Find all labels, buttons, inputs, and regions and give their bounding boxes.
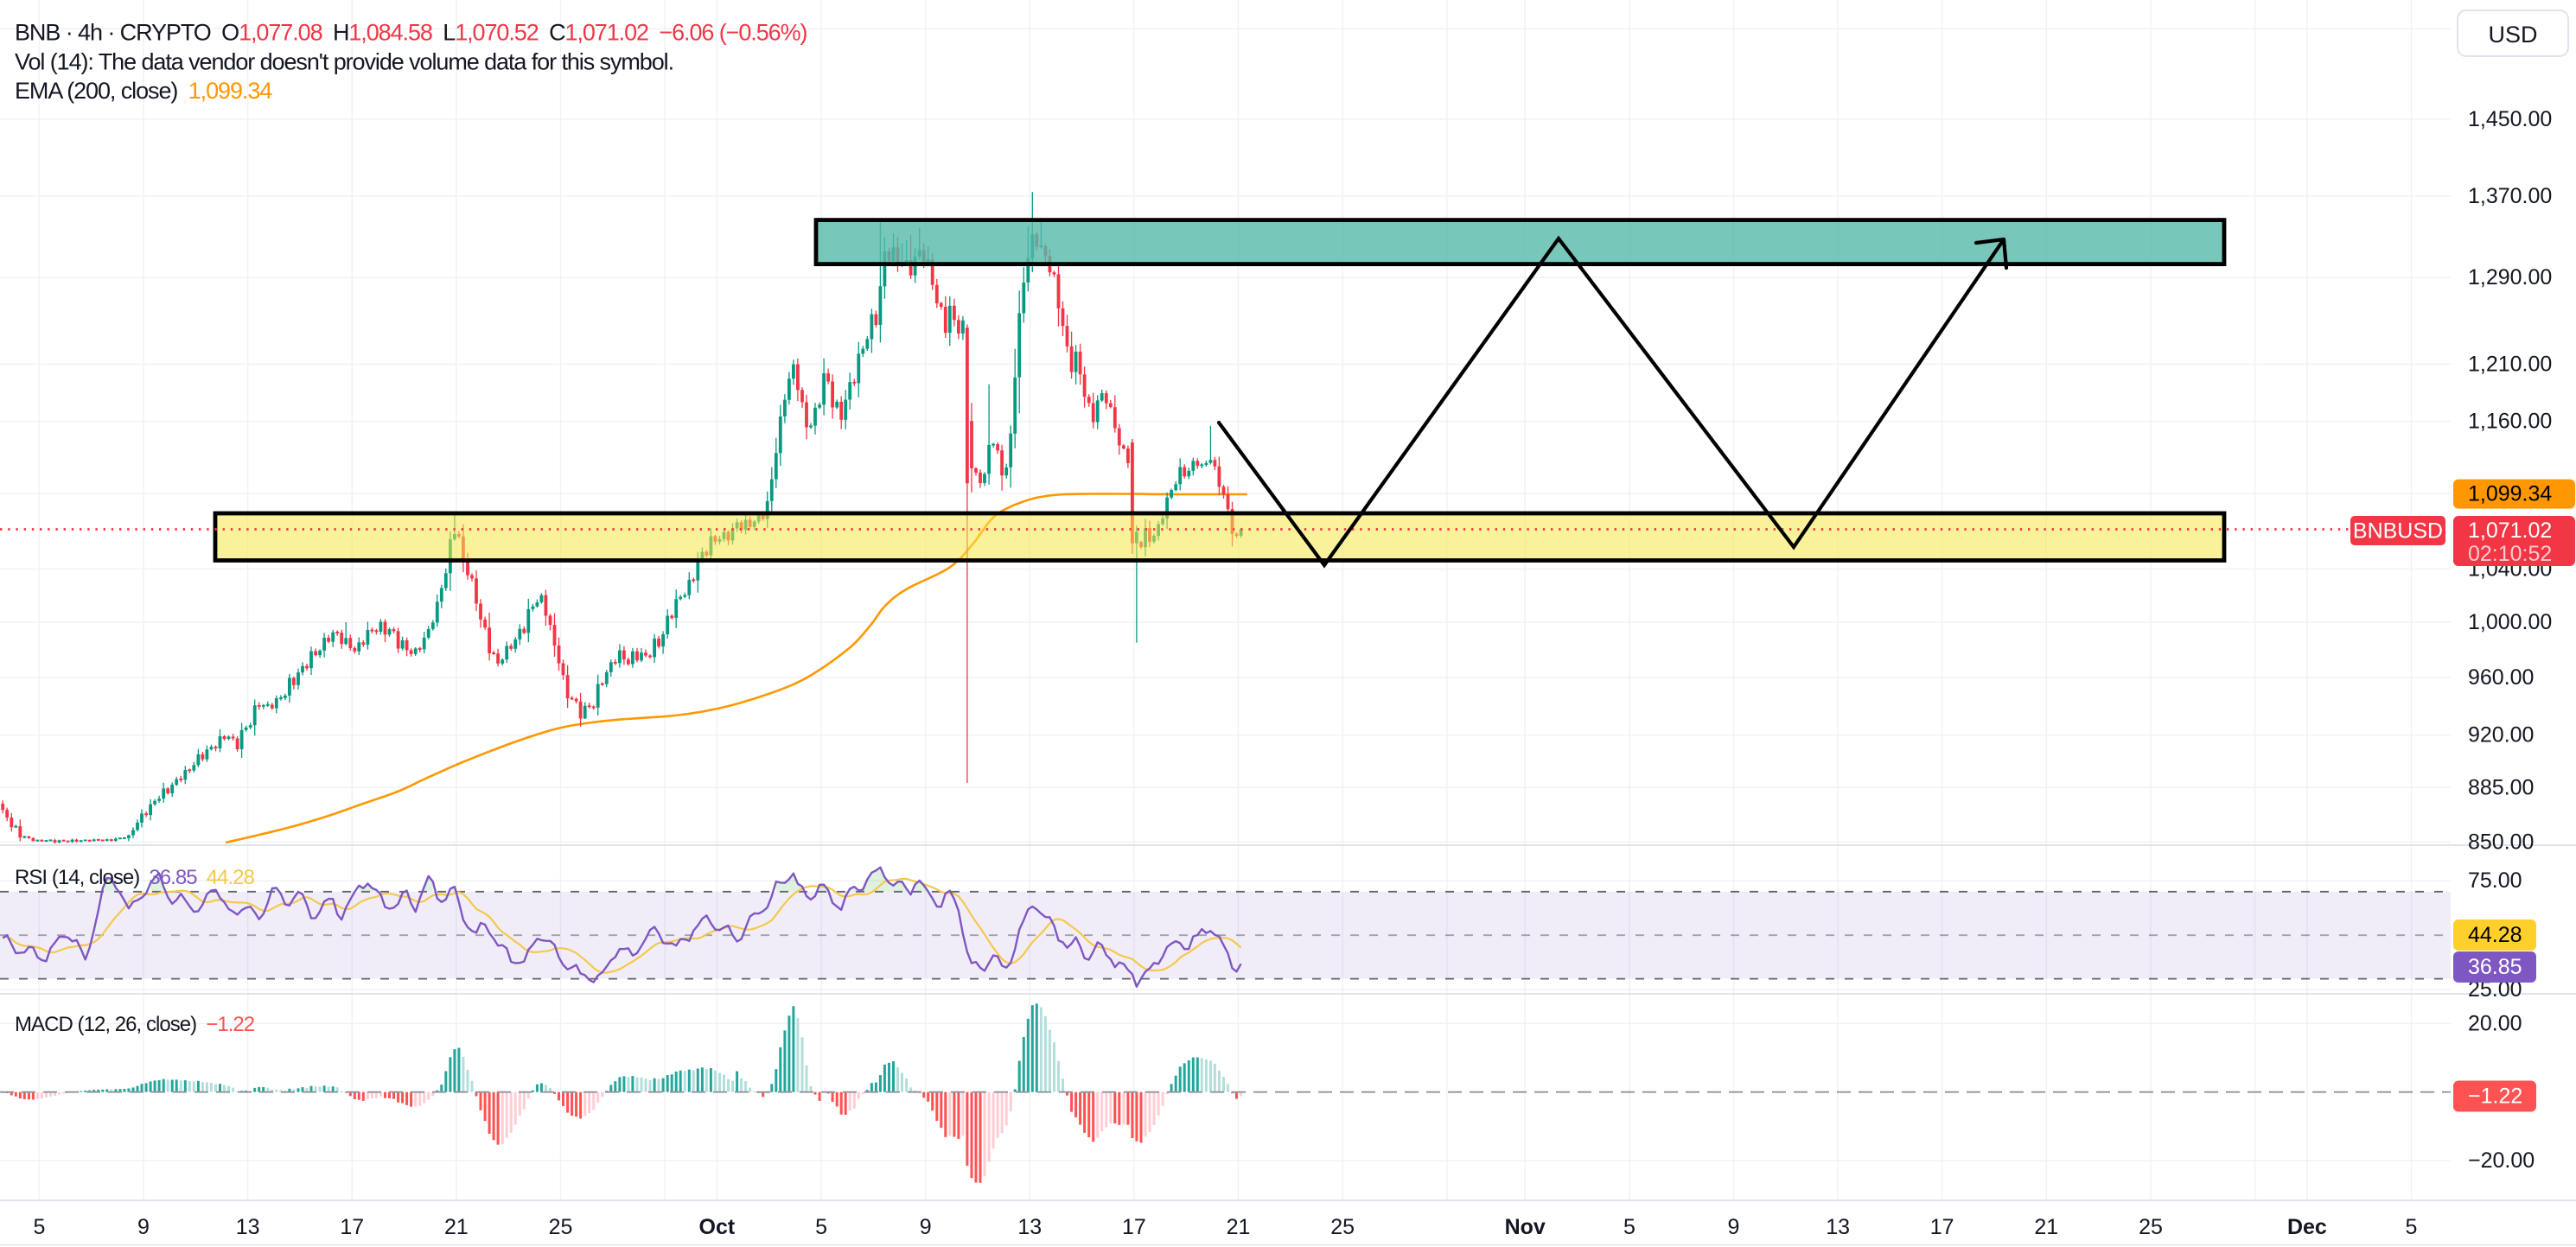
svg-text:21: 21 xyxy=(2034,1215,2058,1239)
svg-text:1,160.00: 1,160.00 xyxy=(2468,410,2552,434)
svg-text:17: 17 xyxy=(1930,1215,1954,1239)
svg-text:850.00: 850.00 xyxy=(2468,830,2534,855)
svg-text:BNBUSD: BNBUSD xyxy=(2353,519,2443,544)
svg-text:1,071.02: 1,071.02 xyxy=(2468,519,2552,543)
svg-text:MACD (12, 26, close) −1.22: MACD (12, 26, close) −1.22 xyxy=(15,1013,255,1036)
svg-text:20.00: 20.00 xyxy=(2468,1011,2522,1035)
svg-text:960.00: 960.00 xyxy=(2468,665,2534,690)
svg-text:13: 13 xyxy=(1826,1215,1850,1239)
svg-text:Vol (14): The data vendor does: Vol (14): The data vendor doesn't provid… xyxy=(15,49,673,75)
svg-text:13: 13 xyxy=(1017,1215,1042,1239)
svg-text:02:10:52: 02:10:52 xyxy=(2468,542,2552,566)
svg-text:−20.00: −20.00 xyxy=(2468,1148,2535,1173)
svg-text:USD: USD xyxy=(2488,22,2537,48)
svg-text:1,210.00: 1,210.00 xyxy=(2468,352,2552,376)
svg-text:EMA (200, close) 1,099.34: EMA (200, close) 1,099.34 xyxy=(15,78,272,104)
svg-text:21: 21 xyxy=(1227,1215,1251,1239)
svg-text:25: 25 xyxy=(549,1215,573,1239)
svg-text:5: 5 xyxy=(2406,1215,2418,1239)
svg-text:−1.22: −1.22 xyxy=(2468,1085,2522,1109)
svg-text:21: 21 xyxy=(444,1215,469,1239)
svg-text:1,370.00: 1,370.00 xyxy=(2468,184,2552,208)
svg-text:Oct: Oct xyxy=(699,1215,736,1239)
svg-text:25: 25 xyxy=(1330,1215,1355,1239)
svg-text:36.85: 36.85 xyxy=(2468,955,2522,979)
svg-text:5: 5 xyxy=(815,1215,827,1239)
svg-text:9: 9 xyxy=(920,1215,932,1239)
svg-text:1,450.00: 1,450.00 xyxy=(2468,107,2552,131)
svg-text:9: 9 xyxy=(137,1215,150,1239)
svg-text:920.00: 920.00 xyxy=(2468,723,2534,748)
svg-text:RSI (14, close) 36.85 44.28: RSI (14, close) 36.85 44.28 xyxy=(15,866,255,889)
svg-text:13: 13 xyxy=(236,1215,260,1239)
svg-text:Dec: Dec xyxy=(2287,1215,2327,1239)
svg-text:1,000.00: 1,000.00 xyxy=(2468,610,2552,634)
svg-text:1,099.34: 1,099.34 xyxy=(2468,482,2552,506)
svg-text:Nov: Nov xyxy=(1505,1215,1546,1239)
svg-text:44.28: 44.28 xyxy=(2468,923,2522,947)
svg-text:25: 25 xyxy=(2139,1215,2163,1239)
svg-text:75.00: 75.00 xyxy=(2468,868,2522,893)
svg-text:17: 17 xyxy=(1122,1215,1146,1239)
svg-text:5: 5 xyxy=(33,1215,45,1239)
svg-text:1,290.00: 1,290.00 xyxy=(2468,265,2552,289)
svg-text:BNB · 4h · CRYPTO O1,077.08 H1: BNB · 4h · CRYPTO O1,077.08 H1,084.58 L1… xyxy=(15,20,807,46)
svg-text:17: 17 xyxy=(340,1215,364,1239)
svg-text:9: 9 xyxy=(1728,1215,1740,1239)
svg-text:885.00: 885.00 xyxy=(2468,775,2534,799)
svg-text:5: 5 xyxy=(1623,1215,1636,1239)
